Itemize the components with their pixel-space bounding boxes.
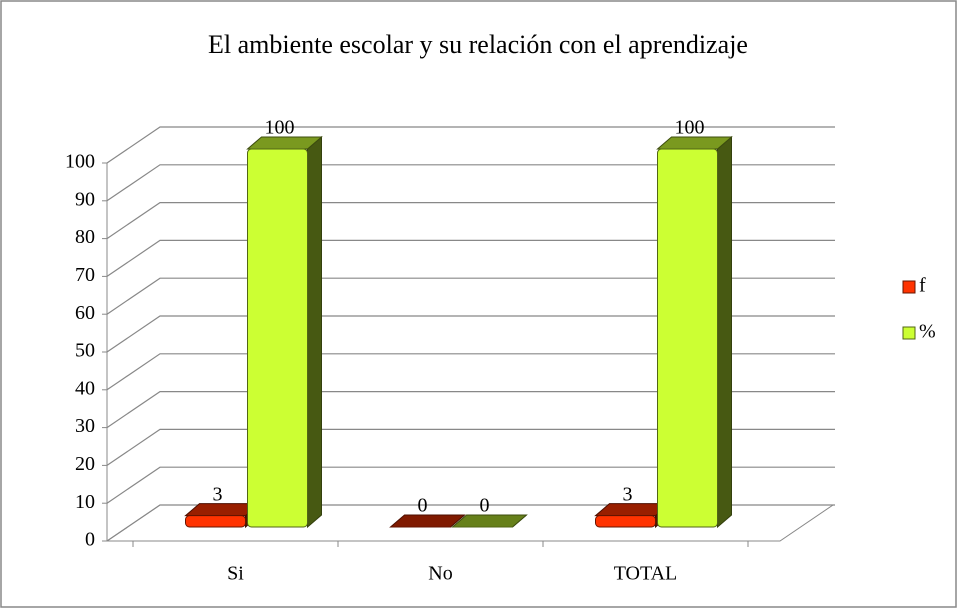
- bar-side: [307, 135, 322, 529]
- data-label: 100: [265, 117, 295, 139]
- grid-line: [106, 466, 835, 504]
- legend-label: f: [919, 275, 926, 297]
- bar-group: [451, 514, 528, 528]
- grid-line: [106, 239, 835, 277]
- grid-line: [106, 164, 835, 202]
- bar-side: [717, 135, 732, 529]
- grid-line: [106, 126, 835, 164]
- y-tick-label: 30: [75, 415, 95, 437]
- x-tick-label: Si: [227, 563, 244, 585]
- bar: [247, 148, 308, 528]
- bar: [185, 515, 246, 528]
- y-tick-label: 70: [75, 264, 95, 286]
- grid-line: [106, 315, 835, 353]
- bar-group: [656, 135, 733, 529]
- y-tick-label: 20: [75, 453, 95, 475]
- data-label: 3: [213, 483, 223, 505]
- bar-group: [246, 135, 323, 529]
- legend-label: %: [919, 321, 936, 343]
- grid-line: [106, 353, 835, 391]
- data-label: 0: [480, 495, 490, 517]
- y-tick-label: 10: [75, 491, 95, 513]
- y-tick-label: 50: [75, 340, 95, 362]
- bar: [657, 148, 718, 528]
- legend-swatch: [902, 326, 916, 340]
- data-label: 100: [675, 117, 705, 139]
- y-tick-label: 0: [85, 529, 95, 551]
- data-label: 3: [623, 483, 633, 505]
- legend-swatch: [902, 280, 916, 294]
- grid-line: [106, 277, 835, 315]
- x-tick-label: No: [428, 563, 452, 585]
- chart-title: El ambiente escolar y su relación con el…: [208, 30, 748, 59]
- bar: [595, 515, 656, 528]
- grid-line: [106, 202, 835, 240]
- y-tick-label: 40: [75, 377, 95, 399]
- data-label: 0: [418, 495, 428, 517]
- x-tick-label: TOTAL: [614, 563, 678, 585]
- bar-group: [389, 514, 466, 528]
- y-tick-label: 60: [75, 302, 95, 324]
- grid-line: [106, 391, 835, 429]
- y-tick-label: 90: [75, 188, 95, 210]
- y-tick-label: 80: [75, 226, 95, 248]
- grid-line: [106, 428, 835, 466]
- y-tick-label: 100: [65, 151, 95, 173]
